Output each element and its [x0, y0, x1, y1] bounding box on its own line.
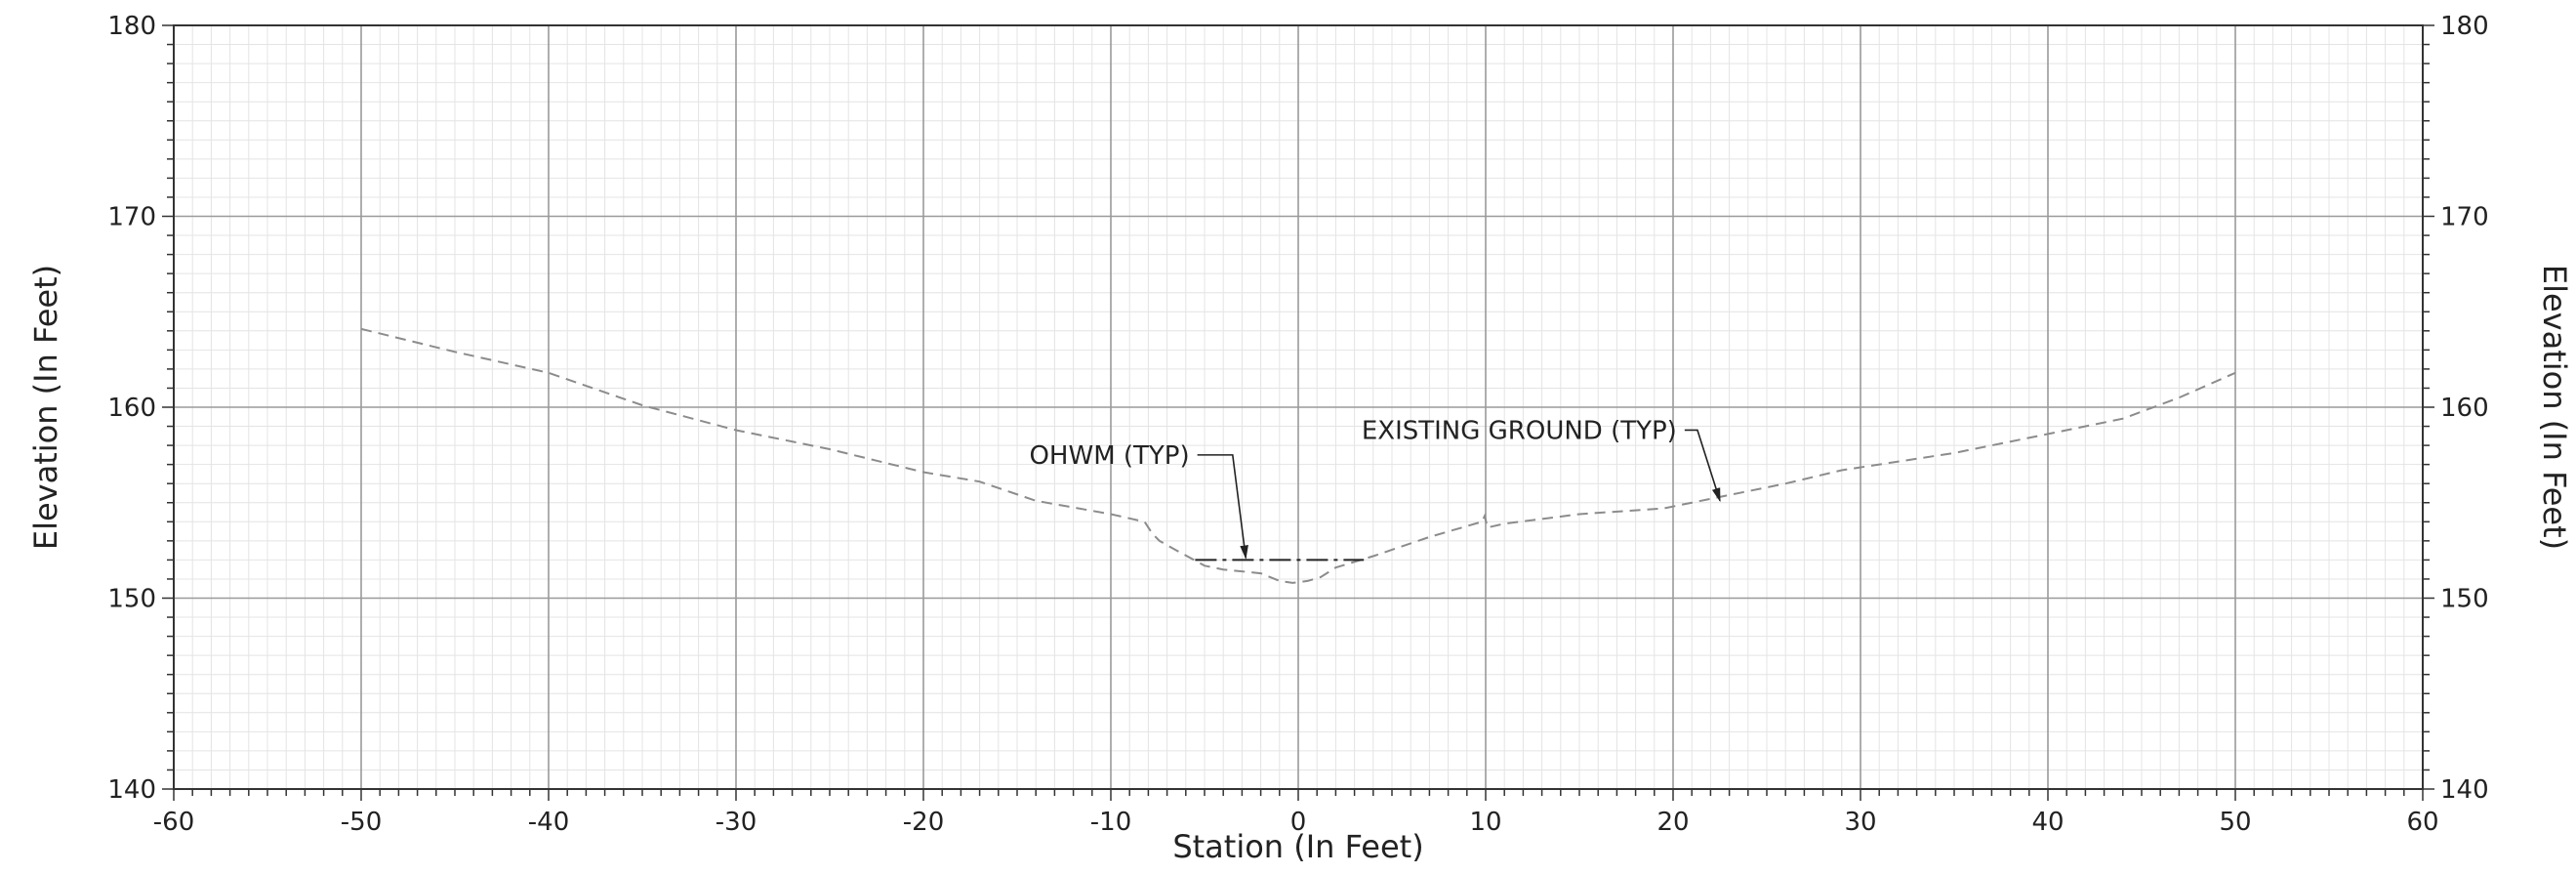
y-axis-title-right: Elevation (In Feet)	[2536, 265, 2573, 550]
y-tick-label-right: 150	[2440, 585, 2489, 614]
y-tick-label-right: 160	[2440, 394, 2489, 423]
axis-ticks	[162, 24, 2434, 801]
major-grid	[174, 25, 2423, 789]
annotation-leader-arrow	[1197, 454, 1248, 560]
y-tick-label-right: 140	[2440, 775, 2489, 805]
x-tick-label: -60	[153, 808, 194, 837]
annotation-leader-arrow	[1684, 429, 1721, 503]
annotation-label: EXISTING GROUND (TYP)	[1362, 416, 1677, 445]
x-tick-label: 50	[2219, 808, 2251, 837]
series-layer	[360, 327, 2236, 584]
x-tick-label: 10	[1469, 808, 1501, 837]
x-tick-label: -20	[903, 808, 944, 837]
y-tick-label-right: 180	[2440, 12, 2489, 41]
x-axis-title: Station (In Feet)	[1172, 828, 1423, 865]
y-tick-label-left: 160	[107, 394, 156, 423]
x-tick-label: -30	[716, 808, 756, 837]
y-tick-label-right: 170	[2440, 203, 2489, 232]
y-tick-label-left: 140	[107, 775, 156, 805]
x-tick-label: 20	[1656, 808, 1689, 837]
x-tick-label: -10	[1090, 808, 1131, 837]
x-tick-label: 0	[1290, 808, 1307, 837]
y-axis-title-left: Elevation (In Feet)	[27, 265, 64, 550]
annotation-label: OHWM (TYP)	[1029, 441, 1189, 471]
annotation-layer: OHWM (TYP) EXISTING GROUND (TYP)	[1029, 416, 1721, 560]
y-tick-label-left: 150	[107, 585, 156, 614]
y-tick-label-left: 170	[107, 203, 156, 232]
x-tick-label: -40	[528, 808, 569, 837]
y-tick-label-left: 180	[107, 12, 156, 41]
x-tick-label: 40	[2031, 808, 2064, 837]
x-tick-label: -50	[341, 808, 382, 837]
x-tick-label: 30	[1844, 808, 1876, 837]
existing-ground-line	[360, 327, 2236, 584]
x-tick-label: 60	[2406, 808, 2438, 837]
